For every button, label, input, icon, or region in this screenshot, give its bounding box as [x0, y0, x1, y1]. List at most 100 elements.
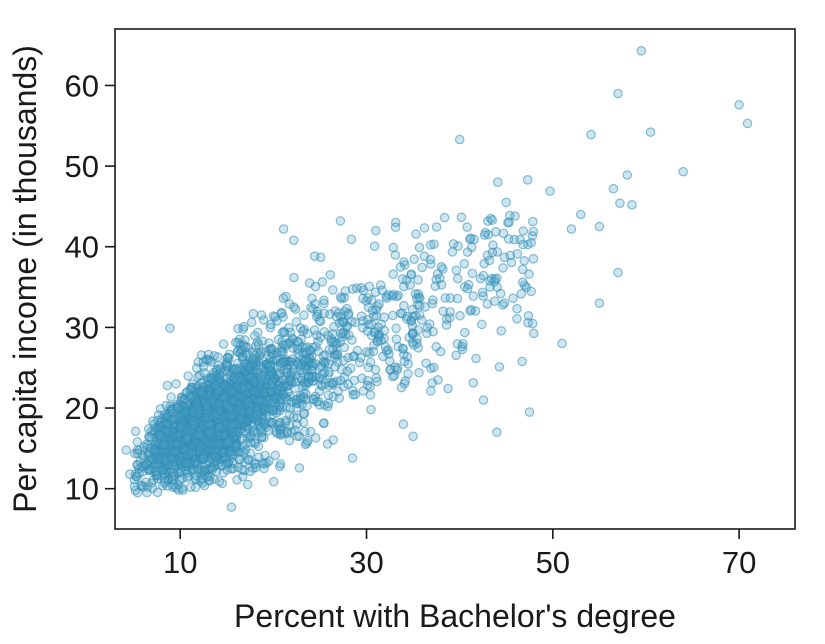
data-point: [288, 235, 299, 246]
data-point: [475, 273, 486, 284]
data-point: [275, 428, 286, 439]
data-point: [231, 337, 241, 348]
data-point: [323, 390, 334, 400]
data-point: [165, 323, 175, 333]
data-point: [390, 250, 401, 260]
data-point: [259, 388, 269, 398]
data-point: [385, 364, 396, 375]
data-point: [222, 357, 233, 368]
data-point: [405, 280, 415, 290]
data-point: [615, 198, 625, 208]
data-point: [425, 386, 436, 396]
data-point: [413, 342, 424, 353]
data-point: [204, 439, 214, 449]
data-point: [613, 267, 623, 278]
y-axis-title: Per capita income (in thousands): [7, 45, 43, 513]
data-point: [335, 216, 346, 226]
data-point: [130, 426, 141, 437]
data-point: [613, 88, 623, 99]
data-point: [408, 340, 419, 350]
data-point: [328, 435, 338, 445]
data-point: [397, 274, 408, 284]
data-point: [417, 262, 427, 273]
data-point: [354, 357, 365, 368]
data-point: [503, 234, 514, 244]
data-point: [468, 291, 479, 301]
data-point: [608, 183, 619, 194]
data-point: [292, 431, 302, 441]
data-point: [246, 317, 257, 328]
data-point: [338, 381, 349, 392]
data-point: [435, 273, 445, 284]
data-point: [452, 293, 463, 304]
data-point: [431, 341, 441, 352]
data-point: [121, 445, 131, 455]
y-tick-label: 40: [65, 230, 99, 265]
data-point: [213, 352, 223, 362]
data-point: [327, 285, 338, 295]
data-point: [259, 463, 269, 474]
data-point: [526, 237, 536, 248]
data-point: [278, 224, 289, 234]
data-point: [489, 276, 500, 287]
data-point: [185, 393, 196, 403]
data-point: [627, 200, 637, 210]
data-point: [214, 398, 225, 409]
data-point: [528, 226, 539, 237]
data-point: [218, 339, 229, 349]
data-point: [492, 427, 502, 437]
data-point: [501, 197, 511, 208]
data-point: [527, 216, 538, 227]
data-point: [445, 293, 456, 303]
data-point: [444, 312, 455, 323]
data-point: [545, 186, 555, 196]
data-point: [678, 166, 688, 177]
data-point: [310, 433, 321, 443]
data-point: [310, 281, 321, 292]
data-point: [196, 378, 207, 388]
data-point: [742, 118, 753, 129]
x-tick-label: 30: [349, 545, 383, 580]
data-point: [168, 414, 179, 425]
data-point: [318, 351, 329, 361]
data-point: [350, 389, 361, 400]
data-point: [168, 482, 178, 492]
data-point: [278, 312, 288, 322]
data-point: [276, 358, 287, 368]
data-point: [523, 317, 533, 328]
data-point: [575, 209, 586, 220]
data-point: [208, 367, 219, 378]
data-point: [171, 437, 181, 448]
data-point: [645, 127, 656, 137]
data-point: [428, 362, 439, 373]
y-tick-label: 20: [65, 391, 99, 426]
data-point: [337, 316, 348, 327]
data-point: [411, 229, 421, 239]
data-point: [267, 377, 278, 387]
data-point: [347, 335, 357, 345]
data-point: [396, 382, 407, 393]
data-point: [267, 344, 277, 354]
data-point: [185, 426, 196, 437]
data-point: [487, 215, 498, 225]
data-point: [231, 363, 241, 374]
data-point: [244, 454, 254, 465]
data-point: [518, 239, 528, 250]
y-tick-label: 50: [65, 149, 99, 184]
data-point: [318, 418, 329, 429]
data-point: [171, 379, 181, 389]
data-point: [395, 262, 406, 272]
data-point: [309, 251, 320, 262]
data-point: [284, 299, 295, 309]
data-point: [462, 222, 472, 232]
x-axis: 10 30 50 70: [163, 529, 756, 580]
data-point: [317, 277, 328, 287]
data-point: [130, 485, 141, 496]
data-point: [314, 386, 325, 397]
data-point: [149, 445, 159, 455]
data-point: [234, 454, 245, 465]
data-point: [498, 263, 508, 273]
data-point: [182, 472, 193, 483]
data-point: [320, 378, 330, 389]
data-point: [177, 483, 187, 493]
